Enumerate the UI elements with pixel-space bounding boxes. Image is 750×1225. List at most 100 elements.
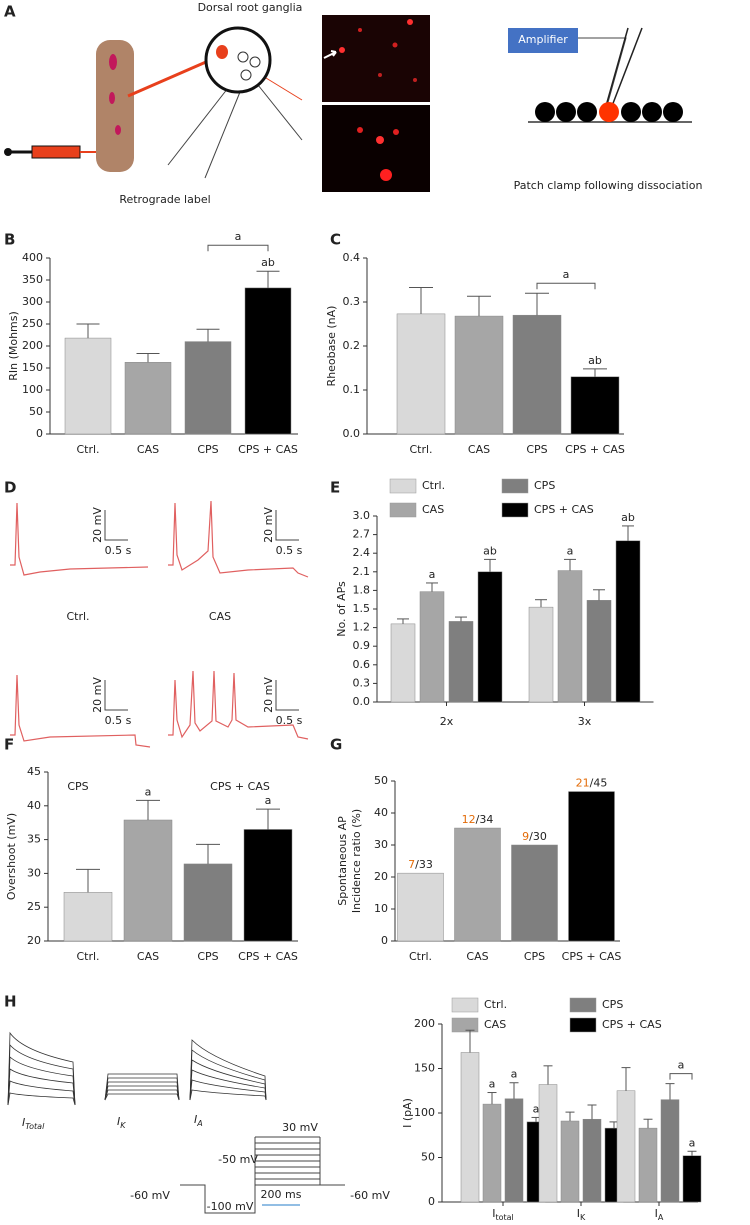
- bar: [616, 1090, 636, 1203]
- significance-label: a: [145, 785, 152, 798]
- trace-subscript: A: [196, 1119, 202, 1128]
- cell: [577, 102, 597, 122]
- current-trace: [7, 1068, 76, 1106]
- current-trace: [189, 1039, 267, 1101]
- significance-label: a: [489, 1078, 496, 1091]
- bar: [64, 337, 112, 435]
- panel-label: B: [4, 231, 15, 249]
- label-symbol: I: [492, 1207, 495, 1220]
- trace-label: Ctrl.: [66, 610, 89, 623]
- x-tick-label: CPS: [524, 950, 545, 963]
- y-tick-label: 250: [22, 317, 43, 330]
- bar: [482, 1103, 502, 1203]
- trace-symbol: I: [117, 1115, 120, 1128]
- y-tick-label: 1.8: [353, 583, 371, 596]
- bar: [582, 1118, 602, 1203]
- y-tick-label: 50: [374, 774, 388, 787]
- syringe-end: [4, 148, 12, 156]
- voltage-trace: [10, 674, 151, 748]
- scale-label: 20 mV: [262, 507, 275, 543]
- cell: [378, 73, 382, 77]
- y-axis-label: I (pA): [401, 1098, 414, 1128]
- current-family: IK: [104, 1073, 180, 1130]
- scale-bar: [275, 510, 299, 541]
- bar: [568, 791, 615, 942]
- labelled-neuron: [216, 45, 228, 59]
- label-spot: [115, 125, 121, 135]
- current-family: IA: [189, 1039, 267, 1128]
- legend-label: CAS: [484, 1018, 506, 1031]
- significance-label: a: [511, 1068, 518, 1081]
- bar: [560, 1120, 580, 1203]
- current-trace: [104, 1073, 180, 1101]
- scale-bar: [104, 680, 128, 711]
- y-tick-label: 2.1: [353, 565, 371, 578]
- current-trace: [7, 1031, 76, 1106]
- label-symbol: I: [655, 1207, 658, 1220]
- label-spot: [109, 54, 117, 70]
- neuron: [240, 69, 252, 81]
- trace-label: IA: [194, 1113, 203, 1128]
- current-trace: [189, 1089, 267, 1101]
- bar: [63, 892, 113, 942]
- legend-swatch: [569, 997, 597, 1013]
- y-axis-label: Overshoot (mV): [5, 813, 18, 900]
- y-tick-label: 0: [36, 427, 43, 440]
- panel-a: Dorsal root ganglia Retrograde label Amp…: [4, 1, 702, 206]
- panel-label: D: [4, 479, 16, 497]
- legend-swatch: [451, 1017, 479, 1033]
- x-tick-label: CPS: [526, 443, 547, 456]
- y-axis-label: No. of APs: [335, 581, 348, 637]
- bracket-label: a: [235, 230, 242, 243]
- legend-label: CAS: [422, 503, 444, 516]
- bar: [183, 863, 233, 942]
- y-tick-label: 35: [27, 833, 41, 846]
- legend-label: CPS: [534, 479, 555, 492]
- pipette: [611, 27, 643, 107]
- current-trace: [104, 1093, 180, 1101]
- panel-label: G: [330, 736, 342, 754]
- bar: [615, 540, 641, 703]
- current-trace: [189, 1079, 267, 1101]
- scale-label: 20 mV: [91, 507, 104, 543]
- fraction-separator: /: [529, 830, 533, 843]
- neuron: [249, 56, 261, 68]
- neuron: [237, 51, 249, 63]
- y-tick-label: 0: [381, 934, 388, 947]
- fraction-denominator: 30: [533, 830, 547, 843]
- scale-bar: [104, 510, 128, 541]
- x-tick-label: Ctrl.: [409, 443, 432, 456]
- current-trace: [7, 1080, 76, 1106]
- bar: [396, 313, 446, 435]
- cell: [358, 28, 362, 32]
- bar: [448, 621, 474, 703]
- fraction-separator: /: [415, 858, 419, 871]
- legend-swatch: [389, 478, 417, 494]
- y-tick-label: 20: [27, 934, 41, 947]
- y-tick-label: 0.2: [343, 339, 361, 352]
- trace-panel: 20 mV 0.5 s CAS: [168, 500, 309, 623]
- voltage-trace: [10, 502, 149, 576]
- cell: [376, 136, 384, 144]
- bar: [390, 623, 416, 703]
- current-trace: [104, 1081, 180, 1101]
- y-axis-label: Rheobase (nA): [325, 306, 338, 387]
- legend-label: CPS + CAS: [534, 503, 594, 516]
- bar: [477, 571, 503, 703]
- caption: Retrograde label: [119, 193, 210, 206]
- bar: [511, 844, 558, 942]
- syringe-body: [31, 145, 81, 159]
- bracket-label: a: [678, 1059, 685, 1072]
- tissue: [96, 40, 134, 172]
- x-tick-label: CPS: [197, 443, 218, 456]
- y-tick-label: 200: [22, 339, 43, 352]
- bar: [557, 570, 583, 703]
- panel-label: C: [330, 231, 341, 249]
- legend-label: Ctrl.: [422, 479, 445, 492]
- panel-label: A: [4, 3, 16, 21]
- bar: [123, 819, 173, 942]
- x-tick-label: IA: [655, 1207, 664, 1222]
- y-tick-label: 400: [22, 251, 43, 264]
- trace-label: CAS: [209, 610, 231, 623]
- significance-bracket: [536, 282, 596, 290]
